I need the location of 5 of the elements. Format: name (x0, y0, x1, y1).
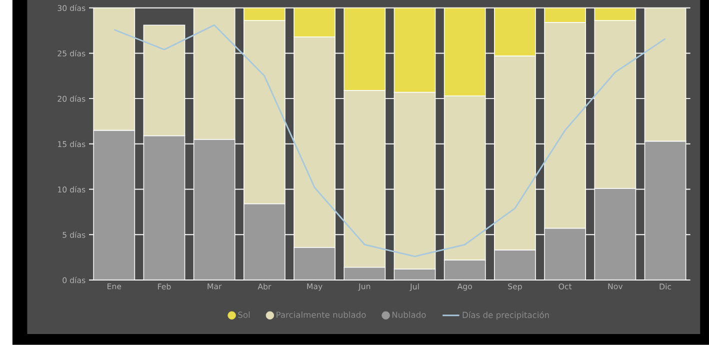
legend-label: Parcialmente nublado (276, 312, 366, 318)
legend-label: Nublado (392, 312, 426, 318)
legend-label: Días de precipitación (462, 311, 549, 320)
legend-label: Sol (238, 312, 250, 318)
line-series (113, 24, 666, 258)
